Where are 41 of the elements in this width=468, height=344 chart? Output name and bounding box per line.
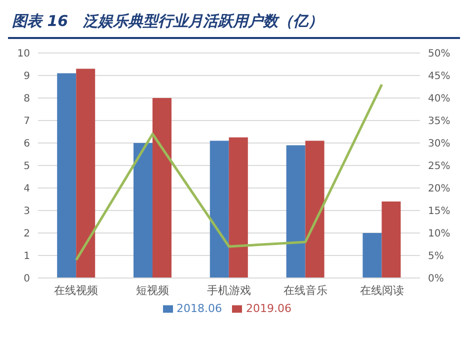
y2-tick-label: 40% bbox=[428, 94, 450, 105]
y-tick-label: 1 bbox=[24, 251, 30, 262]
x-tick-label: 在线音乐 bbox=[283, 284, 328, 297]
y-tick-label: 2 bbox=[24, 228, 30, 240]
bar bbox=[286, 145, 306, 278]
y-tick-label: 10 bbox=[17, 48, 30, 60]
y2-tick-label: 35% bbox=[428, 116, 450, 128]
y-tick-label: 0 bbox=[24, 274, 30, 285]
x-tick-label: 在线阅读 bbox=[360, 284, 404, 297]
y2-tick-label: 0% bbox=[428, 274, 444, 285]
x-tick-label: 在线视频 bbox=[54, 284, 98, 297]
legend-label: 2018.06 bbox=[176, 302, 222, 315]
y-tick-label: 4 bbox=[24, 184, 30, 195]
x-tick-label: 短视频 bbox=[136, 284, 170, 297]
y2-tick-label: 5% bbox=[428, 251, 444, 262]
x-tick-label: 手机游戏 bbox=[207, 284, 251, 297]
bar bbox=[362, 233, 382, 278]
y-tick-label: 3 bbox=[24, 206, 30, 218]
y2-tick-label: 50% bbox=[428, 48, 450, 60]
y2-tick-label: 30% bbox=[428, 138, 450, 150]
y2-tick-label: 20% bbox=[428, 184, 450, 195]
y2-tick-label: 15% bbox=[428, 206, 450, 218]
y-tick-label: 9 bbox=[24, 71, 30, 82]
chart-title: 图表 16 泛娱乐典型行业月活跃用户数（亿） bbox=[8, 8, 460, 39]
bar bbox=[210, 140, 229, 278]
y2-tick-label: 10% bbox=[428, 228, 450, 240]
bar bbox=[57, 73, 76, 278]
legend-label: 2019.06 bbox=[246, 302, 292, 315]
y2-tick-label: 25% bbox=[428, 161, 450, 172]
y-tick-label: 5 bbox=[24, 161, 30, 172]
y-tick-label: 8 bbox=[24, 94, 30, 105]
bar bbox=[76, 68, 96, 278]
line-series bbox=[74, 83, 384, 262]
bar bbox=[305, 140, 324, 278]
y2-tick-label: 45% bbox=[428, 71, 450, 82]
bar bbox=[228, 137, 248, 278]
y-tick-label: 7 bbox=[24, 116, 30, 128]
bar bbox=[134, 143, 152, 278]
bar bbox=[152, 98, 172, 278]
bar bbox=[382, 202, 401, 278]
y-tick-label: 6 bbox=[24, 138, 30, 150]
